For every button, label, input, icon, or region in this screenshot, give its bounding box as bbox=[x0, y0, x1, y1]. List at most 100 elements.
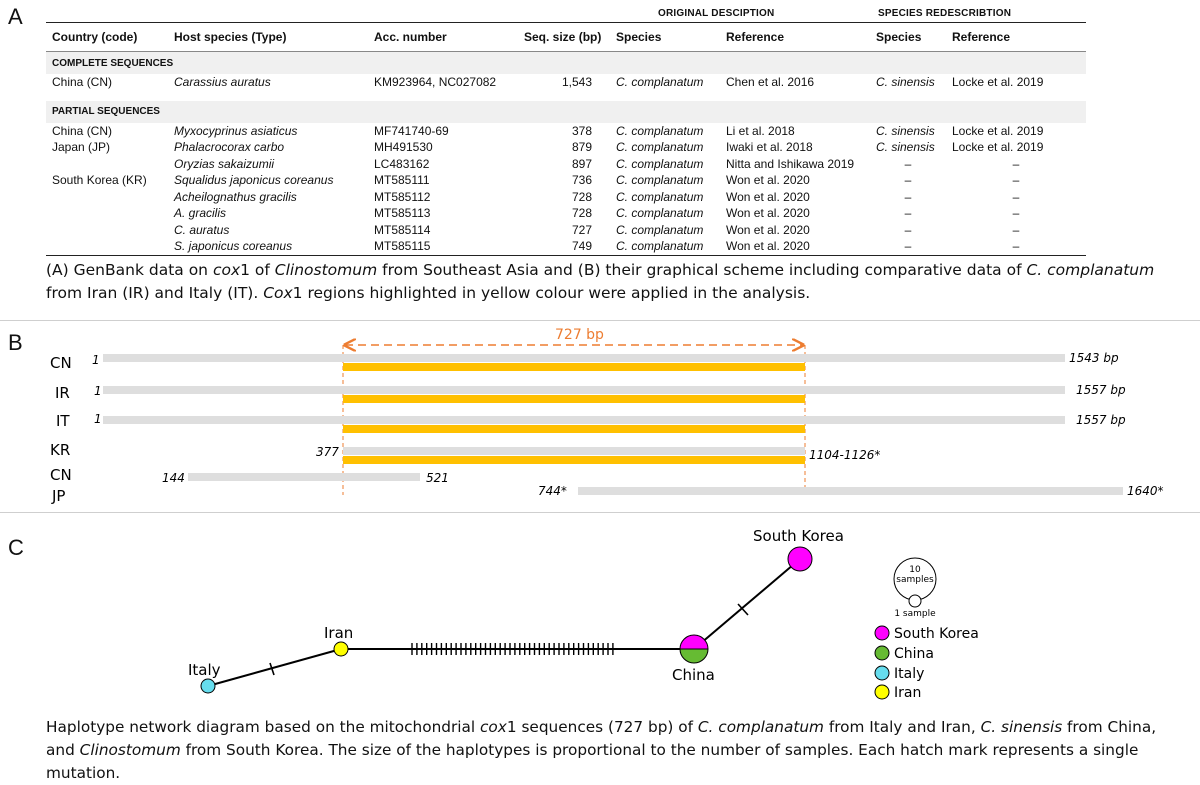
col-header: Host species (Type) bbox=[168, 22, 368, 52]
legend-label: Italy bbox=[894, 666, 924, 682]
cell-reference: Chen et al. 2016 bbox=[726, 75, 815, 90]
cell-host: A. gracilis bbox=[174, 206, 227, 221]
panel-label-a: A bbox=[8, 4, 23, 29]
table-row: S. japonicus coreanus MT585115 749 C. compl… bbox=[46, 238, 1086, 256]
node-south-korea bbox=[787, 546, 813, 572]
col-header: Reference bbox=[946, 22, 1086, 52]
cell-reference-redesc: Locke et al. 2019 bbox=[952, 123, 1044, 138]
cell-reference: Won et al. 2020 bbox=[726, 189, 810, 204]
sequence-bar bbox=[103, 354, 1065, 362]
track-start: 377 bbox=[316, 445, 339, 459]
network-edge bbox=[207, 648, 342, 687]
hatch-mark bbox=[269, 662, 275, 676]
cell-host: Carassius auratus bbox=[174, 75, 271, 90]
legend-label: Iran bbox=[894, 685, 921, 701]
cell-species: C. complanatum bbox=[616, 123, 704, 138]
section-row-partial: PARTIAL SEQUENCES bbox=[46, 100, 1086, 123]
col-header: Reference bbox=[720, 22, 870, 52]
cell-species: C. complanatum bbox=[610, 238, 720, 256]
cell-species: C. complanatum bbox=[616, 222, 704, 237]
cell-country bbox=[46, 238, 168, 256]
cell-size: 728 bbox=[571, 189, 592, 204]
sequence-bar bbox=[343, 447, 805, 455]
col-header: Species bbox=[870, 22, 946, 52]
cell-reference: Iwaki et al. 2018 bbox=[726, 140, 813, 155]
col-header: Acc. number bbox=[368, 22, 518, 52]
legend-size-text: 10 bbox=[909, 565, 921, 575]
cell-reference-redesc: – bbox=[1012, 206, 1020, 221]
legend-size-small bbox=[908, 594, 922, 608]
track-code: IR bbox=[55, 384, 70, 402]
cell-reference-redesc: – bbox=[946, 238, 1086, 256]
table-row: South Korea (KR) Squalidus japonicus core… bbox=[46, 172, 1086, 189]
network-edge bbox=[693, 558, 801, 650]
cell-accession: MT585115 bbox=[368, 238, 518, 256]
label-china: China bbox=[672, 666, 715, 684]
span-label: 727 bp bbox=[555, 327, 604, 343]
table-row: A. gracilis MT585113 728 C. complanatum Won … bbox=[46, 205, 1086, 222]
cell-country bbox=[46, 222, 168, 239]
cell-size: 749 bbox=[518, 238, 610, 256]
cell-host: S. japonicus coreanus bbox=[168, 238, 368, 256]
cell-accession: MT585113 bbox=[374, 206, 431, 221]
cell-species-redesc: C. sinensis bbox=[876, 140, 935, 155]
legend-size-text: 1 sample bbox=[894, 609, 936, 619]
highlight-bar bbox=[343, 456, 805, 464]
label-south-korea: South Korea bbox=[753, 527, 844, 545]
legend-label: South Korea bbox=[894, 626, 979, 642]
panel-label-b: B bbox=[8, 330, 23, 355]
cell-species: C. complanatum bbox=[616, 156, 704, 171]
track-end: 1543 bp bbox=[1069, 351, 1119, 365]
cell-country: Japan (JP) bbox=[52, 140, 111, 155]
track-code: CN bbox=[50, 354, 72, 372]
cell-species-redesc: – bbox=[904, 222, 912, 237]
cell-country bbox=[46, 205, 168, 222]
cell-reference: Won et al. 2020 bbox=[726, 222, 810, 237]
table-row: Acheilognathus gracilis MT585112 728 C. com… bbox=[46, 189, 1086, 206]
track-end: 1557 bp bbox=[1076, 383, 1126, 397]
sequence-bar bbox=[188, 473, 420, 481]
divider bbox=[0, 512, 1200, 513]
cell-species-redesc: C. sinensis bbox=[876, 123, 935, 138]
cell-accession: MF741740-69 bbox=[374, 123, 449, 138]
sequence-bar bbox=[578, 487, 1123, 495]
cell-accession: LC483162 bbox=[374, 156, 430, 171]
cell-species: C. complanatum bbox=[616, 140, 704, 155]
legend-swatch bbox=[874, 665, 890, 681]
label-iran: Iran bbox=[324, 624, 353, 642]
haplotype-network: Italy Iran China South Korea 10 samples … bbox=[188, 527, 979, 701]
track-start: 1 bbox=[94, 412, 102, 426]
track-code: CN bbox=[50, 466, 72, 484]
section-row-complete: COMPLETE SEQUENCES bbox=[46, 51, 1086, 74]
track-end: 1557 bp bbox=[1076, 413, 1126, 427]
sequence-scheme: 727 bp CN 1 1543 bp IR 1 1557 bp IT 1 15… bbox=[50, 327, 1164, 505]
section-label: COMPLETE SEQUENCES bbox=[46, 51, 1086, 74]
track-end: 1640* bbox=[1127, 484, 1164, 498]
cell-species-redesc: – bbox=[904, 173, 912, 188]
track-code: KR bbox=[50, 441, 70, 459]
cell-species: C. complanatum bbox=[616, 75, 704, 90]
cell-country: China (CN) bbox=[52, 123, 113, 138]
cell-reference-redesc: – bbox=[1012, 173, 1020, 188]
legend-swatch bbox=[874, 684, 890, 700]
cell-reference: Won et al. 2020 bbox=[726, 173, 810, 188]
cell-size: 727 bbox=[571, 222, 592, 237]
cell-size: 897 bbox=[571, 156, 592, 171]
cell-reference-redesc: Locke et al. 2019 bbox=[952, 140, 1044, 155]
cell-host: Squalidus japonicus coreanus bbox=[174, 173, 334, 188]
highlight-bar bbox=[343, 395, 805, 403]
table-header-row: Country (code) Host species (Type) Acc. … bbox=[46, 22, 1086, 52]
table-row: China (CN) Myxocyprinus asiaticus MF741740… bbox=[46, 123, 1086, 140]
cell-species-redesc: – bbox=[904, 189, 912, 204]
track-start: 144 bbox=[162, 471, 185, 485]
sequence-bar bbox=[103, 416, 1065, 424]
table-row: Japan (JP) Phalacrocorax carbo MH491530 879… bbox=[46, 139, 1086, 156]
highlight-bar bbox=[343, 425, 805, 433]
cell-reference-redesc: – bbox=[1012, 156, 1020, 171]
cell-reference: Nitta and Ishikawa 2019 bbox=[726, 156, 855, 171]
track-end: 1104-1126* bbox=[809, 448, 880, 462]
cell-reference: Won et al. 2020 bbox=[720, 238, 870, 256]
cell-accession: MT585114 bbox=[374, 222, 431, 237]
cell-accession: MT585112 bbox=[374, 189, 431, 204]
cell-accession: MT585111 bbox=[374, 173, 430, 188]
